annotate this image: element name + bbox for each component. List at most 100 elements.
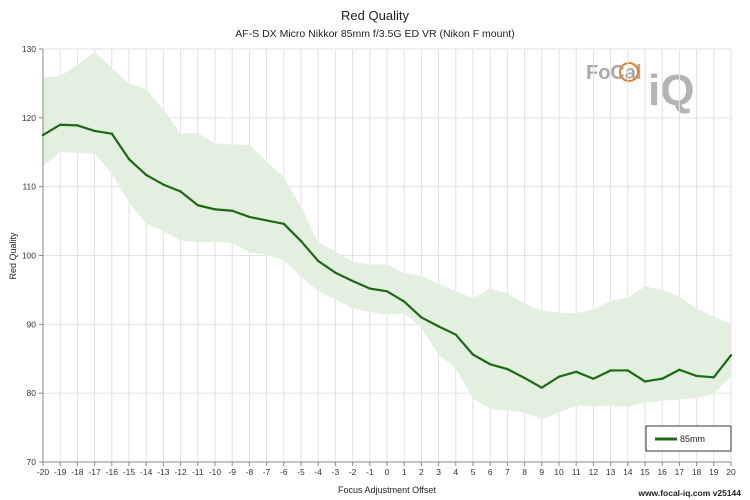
x-tick-label: 15 [640,467,650,477]
data-point [282,222,285,226]
x-tick-label: -2 [349,467,357,477]
x-tick-label: -11 [192,467,204,477]
x-tick-label: 4 [453,467,458,477]
chart-subtitle: AF-S DX Micro Nikkor 85mm f/3.5G ED VR (… [235,28,514,40]
focal-iq-logo: FoCal iQ [586,62,694,115]
data-point [729,354,733,357]
x-tick-label: 16 [657,467,667,477]
data-point [523,376,526,380]
data-point [93,129,96,133]
x-tick-label: -18 [71,467,84,477]
y-tick-label: 130 [22,44,36,54]
data-point [626,369,629,372]
data-point [76,124,79,127]
legend-label-85mm: 85mm [680,434,705,444]
x-tick-label: -19 [54,467,67,477]
y-tick-labels: 70 80 90 100 110 120 130 [22,44,36,467]
y-tick-label: 90 [27,319,37,329]
y-tick-label: 100 [22,251,36,261]
chart-title: Red Quality [341,8,409,23]
x-tick-label: -4 [314,467,322,477]
x-tick-label: -1 [366,467,374,477]
x-tick-label: -3 [332,467,340,477]
x-tick-label: -8 [246,467,254,477]
x-tick-label: -9 [228,467,236,477]
x-tick-label: 19 [709,467,719,477]
y-axis-label: Red Quality [8,232,18,280]
x-tick-label: -6 [280,467,288,477]
x-tick-label: 18 [692,467,702,477]
x-tick-label: 14 [623,467,633,477]
y-tick-label: 110 [22,182,36,192]
x-tick-label: 9 [539,467,544,477]
data-point [420,316,423,319]
data-point [368,287,371,290]
axes [39,48,732,466]
data-point [643,380,647,383]
data-point [231,209,234,212]
data-point [661,377,664,380]
x-tick-label: 1 [402,467,407,477]
x-tick-label: -5 [297,467,305,477]
x-tick-label: 0 [385,467,390,477]
x-tick-label: -12 [174,467,187,477]
quality-range-band [43,51,731,420]
data-point [506,367,509,371]
data-point [454,333,457,336]
data-point [557,375,561,378]
x-tick-label: 17 [675,467,685,477]
data-point [471,353,475,356]
x-tick-label: 20 [726,467,736,477]
x-tick-label: 10 [554,467,564,477]
data-point [162,183,165,186]
data-point [351,279,354,283]
x-tick-label: -20 [37,467,50,477]
data-point [385,290,389,293]
x-tick-labels: -20 -19 -18 -17 -16 -15 -14 -13 -12 -11 -10 -9 -8 -7-… [37,467,736,477]
data-point [334,271,337,274]
y-tick-label: 70 [27,457,37,467]
logo-ring-icon [619,62,639,82]
x-tick-label: 8 [522,467,527,477]
x-tick-label: -7 [263,467,271,477]
data-point [145,173,148,177]
data-point [695,374,698,378]
x-tick-label: 3 [436,467,441,477]
data-point [403,300,406,303]
data-point [248,215,251,219]
data-point [265,219,268,222]
data-point [110,132,114,135]
data-point [299,239,303,243]
x-axis-label: Focus Adjustment Offset [338,485,436,495]
x-tick-label: 13 [606,467,616,477]
x-tick-label: 7 [505,467,510,477]
data-point [489,363,492,366]
data-point [179,190,182,193]
x-tick-label: -17 [88,467,101,477]
data-point [41,133,45,137]
legend: 85mm [645,425,732,452]
data-point [678,368,681,371]
x-tick-label: 12 [589,467,599,477]
y-tick-label: 80 [27,388,37,398]
data-point [59,123,62,126]
range-band [43,51,731,420]
x-tick-label: -14 [140,467,153,477]
data-point [127,157,131,161]
logo-iq: iQ [648,66,694,115]
data-point [592,377,595,380]
x-tick-label: 5 [471,467,476,477]
data-point [213,208,217,211]
data-point [317,259,320,263]
x-tick-label: 6 [488,467,493,477]
data-point [437,325,440,328]
data-point [540,386,543,389]
data-point [712,376,715,379]
data-point [609,369,612,372]
x-tick-label: -13 [157,467,170,477]
y-tick-label: 120 [22,113,36,123]
series-lines [41,123,733,389]
data-point [196,204,199,207]
x-tick-label: -16 [106,467,119,477]
x-tick-label: -10 [209,467,222,477]
